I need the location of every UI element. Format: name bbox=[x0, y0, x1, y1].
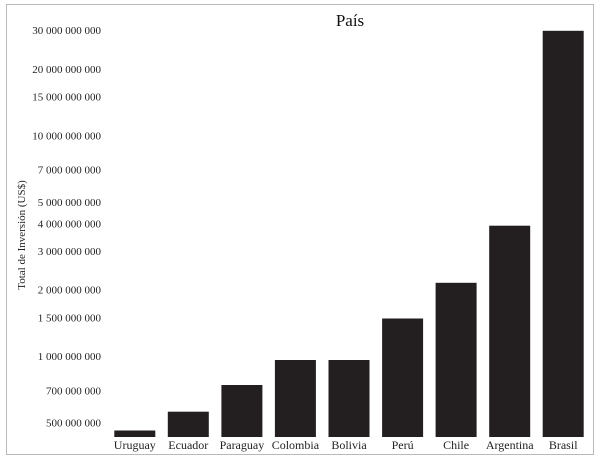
y-tick-label: 700 000 000 bbox=[46, 385, 102, 397]
bars bbox=[114, 30, 584, 438]
bar-ecuador bbox=[167, 411, 209, 437]
bar-chile bbox=[435, 282, 477, 437]
y-tick-label: 1 000 000 000 bbox=[38, 351, 102, 363]
x-tick-label: Colombia bbox=[272, 438, 320, 452]
bar-argentina bbox=[489, 225, 531, 437]
x-tick-label: Perú bbox=[392, 438, 414, 452]
bar-colombia bbox=[274, 360, 316, 437]
bar-uruguay bbox=[114, 430, 156, 437]
bar-paraguay bbox=[221, 385, 263, 437]
y-tick-label: 500 000 000 bbox=[46, 418, 102, 430]
x-tick-label: Bolivia bbox=[331, 438, 367, 452]
x-tick-label: Argentina bbox=[486, 438, 534, 452]
y-tick-label: 5 000 000 000 bbox=[38, 197, 102, 209]
y-axis-ticks: 500 000 000 700 000 000 1 000 000 000 1 500… bbox=[32, 25, 101, 429]
bar-brasil bbox=[542, 30, 584, 438]
y-tick-label: 20 000 000 000 bbox=[32, 64, 101, 76]
y-tick-label: 15 000 000 000 bbox=[32, 92, 101, 104]
x-tick-label: Paraguay bbox=[220, 438, 265, 452]
y-tick-label: 2 000 000 000 bbox=[38, 285, 102, 297]
y-axis-title: Total de Inversión (US$) bbox=[16, 180, 28, 290]
y-tick-label: 1 500 000 000 bbox=[38, 312, 102, 324]
x-tick-label: Uruguay bbox=[114, 438, 156, 452]
x-axis-labels: Uruguay Ecuador Paraguay Colombia Bolivia Per… bbox=[114, 438, 578, 452]
y-tick-label: 10 000 000 000 bbox=[32, 130, 101, 142]
bar-bolivia bbox=[328, 360, 370, 437]
y-tick-label: 7 000 000 000 bbox=[38, 165, 102, 177]
x-tick-label: Chile bbox=[443, 438, 469, 452]
y-tick-label: 30 000 000 000 bbox=[32, 25, 101, 37]
x-tick-label: Brasil bbox=[549, 438, 578, 452]
chart-title: País bbox=[336, 11, 364, 30]
y-tick-label: 4 000 000 000 bbox=[38, 218, 102, 230]
y-tick-label: 3 000 000 000 bbox=[38, 246, 102, 258]
bar-perú bbox=[382, 318, 424, 437]
x-tick-label: Ecuador bbox=[168, 438, 208, 452]
